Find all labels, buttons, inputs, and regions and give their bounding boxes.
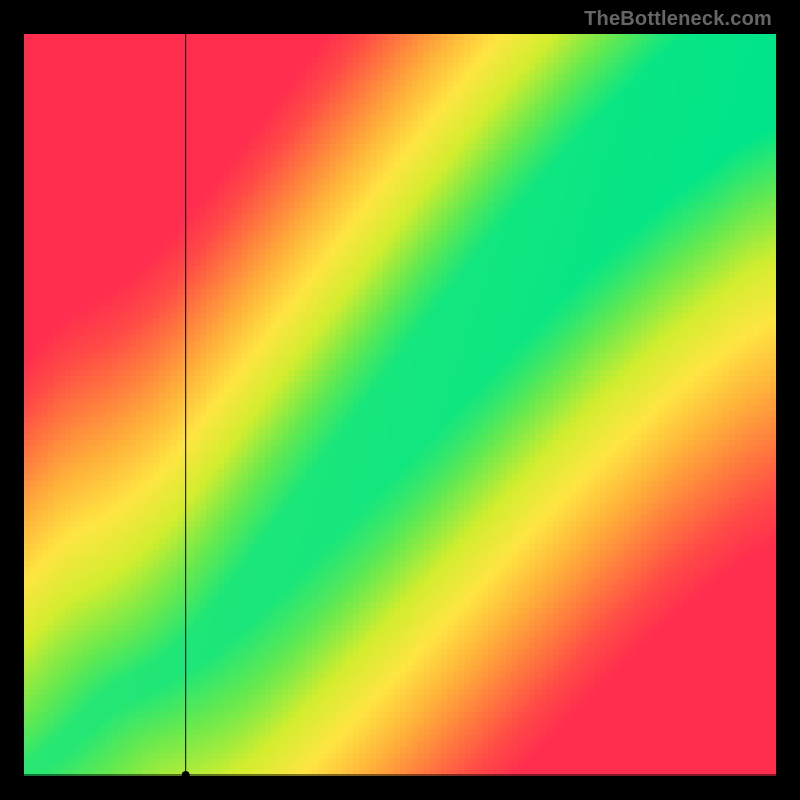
watermark-text: TheBottleneck.com <box>584 8 772 31</box>
bottleneck-heatmap <box>24 34 776 776</box>
figure-root: { "watermark": { "text": "TheBottleneck.… <box>0 0 800 800</box>
plot-area <box>24 34 776 776</box>
